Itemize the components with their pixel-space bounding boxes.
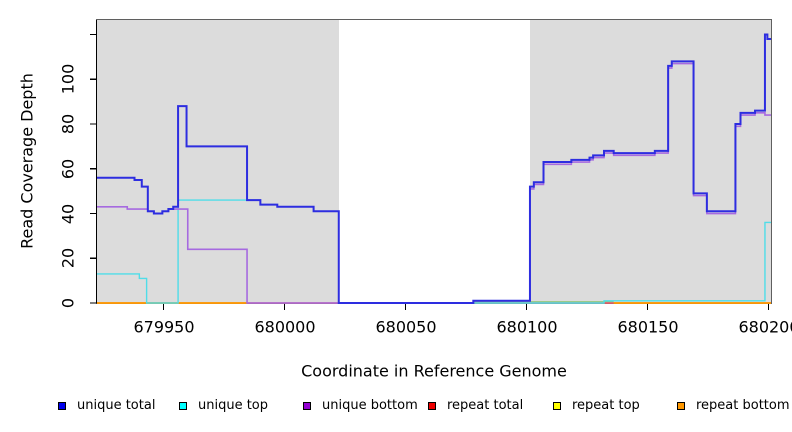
legend-swatch-repeat-top xyxy=(553,401,561,410)
legend-item-repeat-total: repeat total xyxy=(428,398,523,413)
legend-label: repeat top xyxy=(572,398,640,413)
legend-label: unique top xyxy=(198,398,269,413)
x-tick-label: 680200 xyxy=(738,317,792,337)
legend-label: repeat total xyxy=(447,398,524,413)
y-tick-label: 40 xyxy=(58,203,78,225)
legend-label: repeat bottom xyxy=(696,398,790,413)
legend-label: unique bottom xyxy=(322,398,418,413)
legend-item-unique-total: unique total xyxy=(58,398,155,413)
y-tick-label: 0 xyxy=(58,297,78,309)
x-tick-label: 679950 xyxy=(133,317,195,337)
y-axis-title: Read Coverage Depth xyxy=(17,73,37,249)
legend-item-unique-bottom: unique bottom xyxy=(303,398,418,413)
x-tick-label: 680050 xyxy=(375,317,437,337)
legend-swatch-unique-top xyxy=(179,401,187,410)
legend-swatch-unique-bottom xyxy=(303,401,311,410)
x-axis-title: Coordinate in Reference Genome xyxy=(301,361,567,381)
y-tick-label: 100 xyxy=(58,63,78,95)
legend-item-unique-top: unique top xyxy=(179,398,268,413)
y-tick-label: 60 xyxy=(58,158,78,180)
x-tick-label: 680000 xyxy=(254,317,316,337)
legend-swatch-repeat-total xyxy=(428,401,436,410)
x-tick-label: 680100 xyxy=(496,317,558,337)
x-tick-label: 680150 xyxy=(617,317,679,337)
legend-item-repeat-bottom: repeat bottom xyxy=(677,398,790,413)
legend-label: unique total xyxy=(77,398,156,413)
legend-swatch-unique-total xyxy=(58,401,66,410)
y-tick-label: 80 xyxy=(58,113,78,135)
legend-item-repeat-top: repeat top xyxy=(553,398,640,413)
y-tick-label: 20 xyxy=(58,247,78,269)
legend-swatch-repeat-bottom xyxy=(677,401,685,410)
